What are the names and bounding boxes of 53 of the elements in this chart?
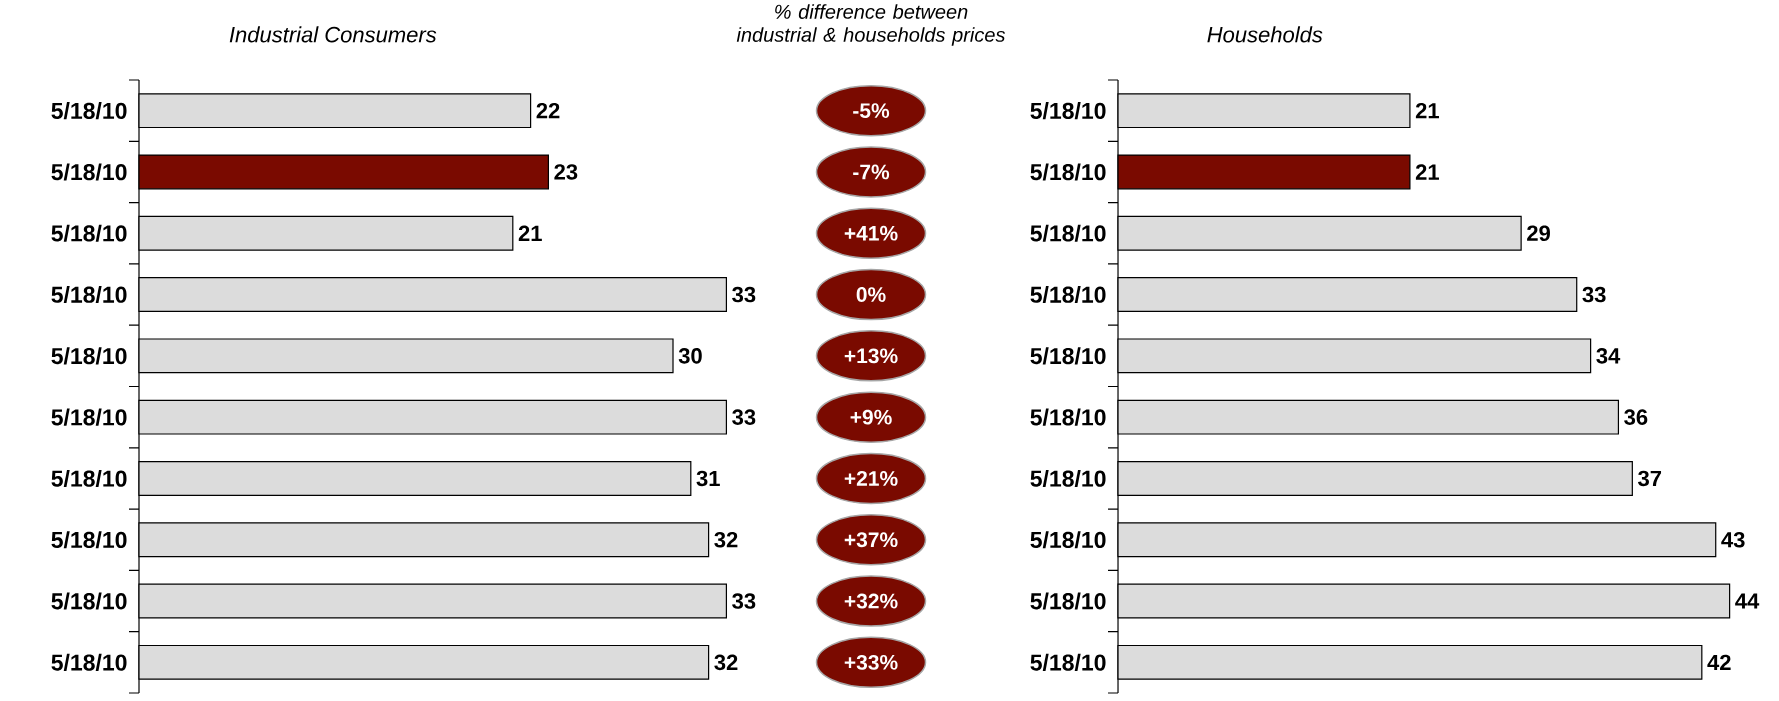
y-tick-label: 5/18/10 — [51, 592, 127, 610]
y-tick-label: 5/18/10 — [1030, 224, 1106, 242]
chart-title: Households — [1207, 26, 1323, 43]
y-tick-label: 5/18/10 — [51, 408, 127, 426]
y-tick-label: 5/18/10 — [1030, 102, 1106, 120]
text: +41% — [844, 225, 898, 241]
data-label: 33 — [1582, 286, 1606, 303]
y-tick-label: 5/18/10 — [1030, 469, 1106, 488]
data-label: 30 — [678, 348, 702, 364]
data-label: 29 — [1527, 225, 1550, 242]
data-label: 32 — [714, 654, 738, 671]
text: +13% — [844, 348, 898, 364]
data-label: 42 — [1707, 654, 1731, 671]
y-tick-label: 5/18/10 — [1030, 163, 1106, 181]
data-label: 22 — [536, 102, 560, 119]
data-label: 32 — [714, 531, 738, 548]
y-tick-label: 5/18/10 — [51, 102, 127, 120]
data-label: 33 — [732, 593, 756, 609]
data-label: 21 — [1415, 164, 1439, 180]
data-label: 33 — [732, 286, 756, 303]
y-tick-label: 5/18/10 — [1030, 408, 1106, 426]
chart-title: Industrial Consumers — [229, 26, 437, 43]
y-tick-label: 5/18/10 — [51, 163, 127, 181]
y-tick-label: 5/18/10 — [51, 469, 127, 488]
data-label: 43 — [1721, 531, 1745, 548]
data-label: 23 — [554, 164, 578, 180]
data-label: 21 — [1415, 102, 1439, 119]
text: +9% — [850, 409, 892, 425]
data-label: 37 — [1638, 470, 1662, 487]
y-tick-label: 5/18/10 — [1030, 285, 1106, 304]
text: -5% — [853, 103, 890, 119]
y-tick-label: 5/18/10 — [1030, 347, 1106, 365]
data-label: 33 — [732, 409, 756, 425]
y-tick-label: 5/18/10 — [1030, 653, 1106, 671]
data-label: 31 — [696, 470, 720, 487]
y-tick-label: 5/18/10 — [51, 653, 127, 671]
text: -7% — [853, 164, 890, 180]
text: % difference between industrial & households prices — [736, 4, 1006, 46]
data-label: 36 — [1624, 409, 1648, 425]
y-tick-label: 5/18/10 — [51, 224, 127, 242]
y-tick-label: 5/18/10 — [1030, 531, 1106, 549]
text: 0% — [856, 287, 886, 302]
y-tick-label: 5/18/10 — [1030, 592, 1106, 610]
text: +21% — [844, 471, 898, 486]
data-label: 21 — [518, 225, 542, 241]
data-label: 34 — [1596, 348, 1621, 364]
text: +33% — [844, 654, 898, 670]
text: +32% — [844, 593, 898, 609]
data-label: 44 — [1735, 593, 1760, 609]
y-tick-label: 5/18/10 — [51, 347, 127, 365]
text: +37% — [844, 532, 898, 548]
y-tick-label: 5/18/10 — [51, 285, 127, 304]
y-tick-label: 5/18/10 — [51, 531, 127, 549]
